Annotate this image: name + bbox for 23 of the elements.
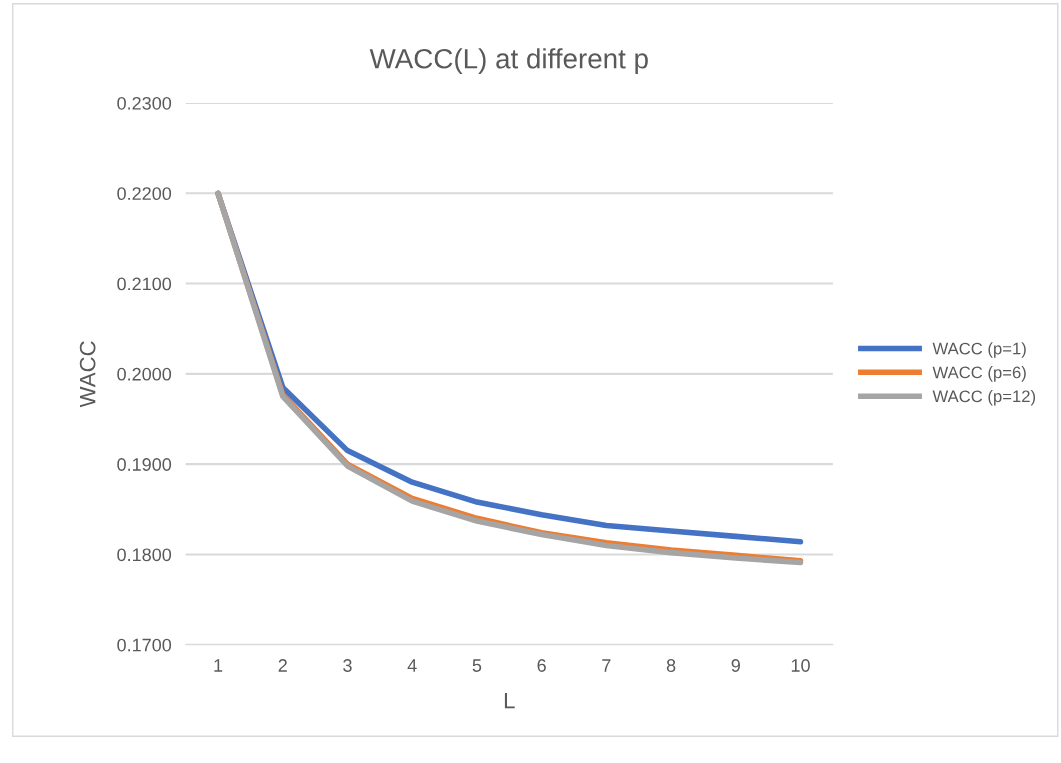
chart-title: WACC(L) at different p	[369, 48, 648, 75]
x-tick-label: 7	[602, 659, 611, 672]
y-tick-label: 0.1900	[117, 458, 172, 471]
x-tick-label: 9	[731, 659, 740, 672]
x-tick-label: 8	[666, 659, 676, 672]
legend-label: WACC (p=12)	[932, 389, 1036, 406]
x-tick-label: 2	[278, 659, 287, 672]
x-tick-label: 5	[472, 659, 482, 672]
legend-label: WACC (p=1)	[932, 342, 1026, 358]
legend-label: WACC (p=6)	[932, 366, 1026, 382]
y-tick-label: 0.2100	[117, 277, 172, 291]
x-tick-label: 6	[537, 659, 546, 672]
y-tick-label: 0.1800	[117, 548, 172, 562]
x-axis-title: L	[504, 692, 515, 709]
x-tick-label: 4	[407, 659, 417, 672]
x-tick-label: 3	[343, 659, 352, 672]
x-tick-label: 1	[214, 659, 223, 672]
y-tick-label: 0.1700	[117, 638, 172, 652]
y-tick-label: 0.2200	[117, 187, 172, 201]
x-tick-label: 10	[791, 659, 810, 672]
y-tick-label: 0.2000	[117, 367, 172, 381]
y-axis-title: WACC	[79, 341, 96, 408]
y-tick-label: 0.2300	[117, 96, 172, 110]
